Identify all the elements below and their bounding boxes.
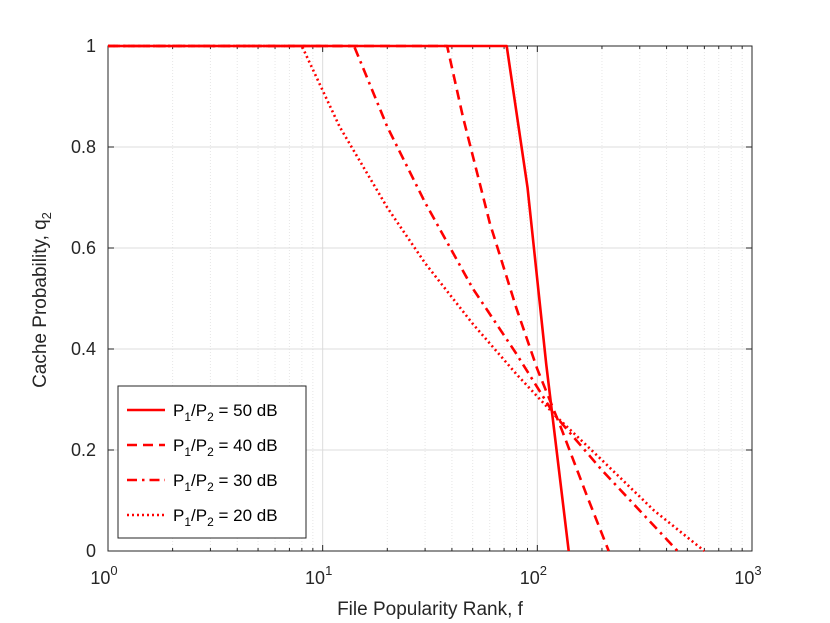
ticks: 0 0.2 0.4 0.6 0.8 1 100 101 102 103 [71,36,762,588]
series-line-3 [108,44,679,552]
legend-entry: P1/P2 = 30 dB [173,471,278,494]
x-tick-label: 103 [734,563,761,588]
legend-entry: P1/P2 = 50 dB [173,401,278,424]
y-tick-label: 1 [86,36,96,56]
series-line-2 [108,44,610,552]
y-axis-title: Cache Probability, q2 [30,212,54,388]
x-tick-label: 102 [520,563,547,588]
y-tick-label: 0.8 [71,137,96,157]
grid [108,46,752,551]
x-axis-title: File Popularity Rank, f [337,599,524,620]
y-tick-label: 0.4 [71,339,96,359]
y-axis-title-base: Cache Probability, q [30,219,51,388]
legend-entry: P1/P2 = 40 dB [173,436,278,459]
series-layer [108,44,706,553]
y-tick-label: 0 [86,541,96,561]
legend-entry: P1/P2 = 20 dB [173,506,278,529]
y-tick-label: 0.2 [71,440,96,460]
y-axis-title-sub: 2 [39,212,54,219]
x-tick-label: 100 [90,563,117,588]
x-tick-label: 101 [305,563,332,588]
legend: P1/P2 = 50 dB P1/P2 = 40 dB P1/P2 = 30 dB P… [117,385,307,539]
series-line-4 [108,44,706,553]
y-tick-label: 0.6 [71,238,96,258]
legend-box [117,385,307,539]
